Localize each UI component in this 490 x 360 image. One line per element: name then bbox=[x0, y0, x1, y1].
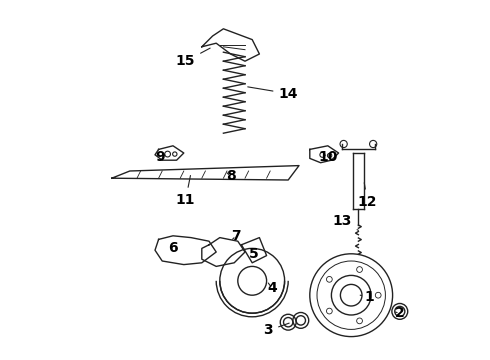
Text: 6: 6 bbox=[168, 242, 178, 255]
Text: 12: 12 bbox=[358, 183, 377, 208]
Text: 11: 11 bbox=[176, 176, 196, 207]
Text: 8: 8 bbox=[226, 170, 236, 183]
Text: 13: 13 bbox=[333, 215, 358, 230]
Text: 10: 10 bbox=[318, 150, 338, 163]
Text: 4: 4 bbox=[267, 281, 277, 295]
Text: 15: 15 bbox=[176, 48, 210, 68]
Text: 7: 7 bbox=[231, 229, 241, 243]
Text: 1: 1 bbox=[360, 290, 374, 304]
Text: 14: 14 bbox=[248, 87, 298, 100]
Text: 2: 2 bbox=[395, 306, 405, 320]
Text: 5: 5 bbox=[249, 247, 259, 261]
Text: 3: 3 bbox=[264, 323, 289, 337]
Text: 9: 9 bbox=[156, 150, 165, 163]
